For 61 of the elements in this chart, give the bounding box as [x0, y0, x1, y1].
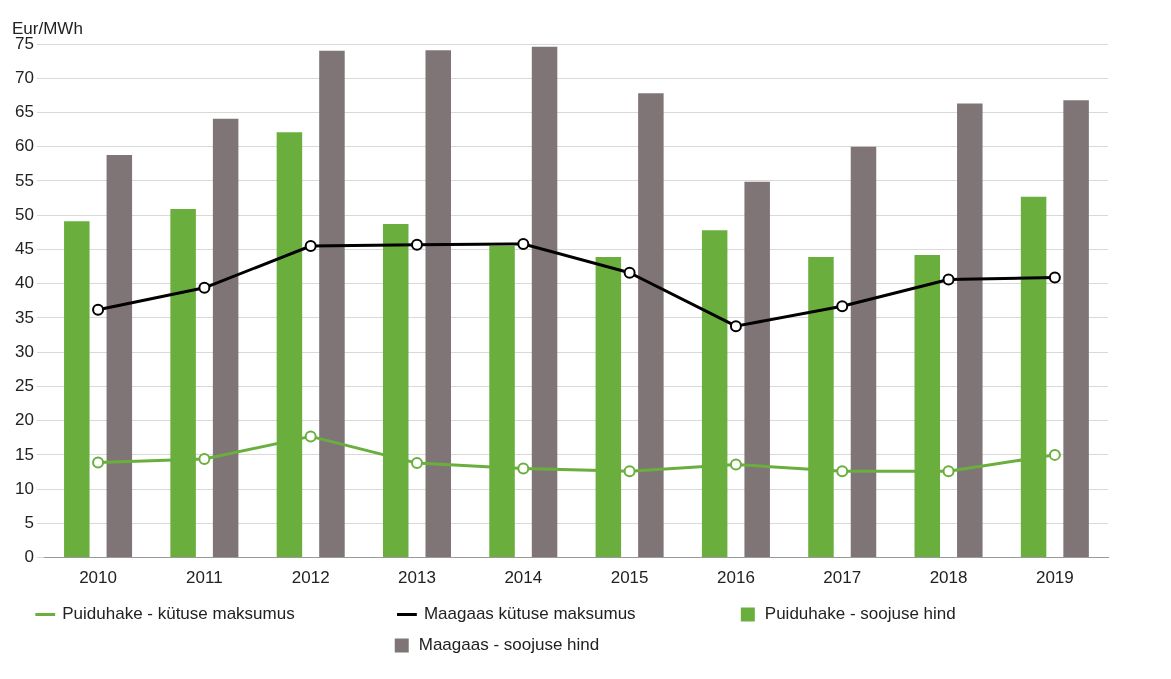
point: [198, 452, 211, 465]
bar: [531, 46, 558, 558]
bar: [64, 221, 90, 558]
point: [836, 465, 849, 478]
x-tick-label: 2012: [291, 568, 330, 588]
point: [410, 238, 423, 251]
y-tick-label: 50: [14, 204, 34, 224]
y-tick-label: 30: [14, 341, 34, 361]
y-tick-label: 75: [14, 33, 34, 53]
bar: [744, 181, 770, 558]
point: [410, 457, 423, 470]
y-tick-label: 70: [14, 67, 34, 87]
bar: [957, 103, 983, 558]
point: [942, 273, 955, 286]
bar: [319, 50, 345, 558]
legend-label: Puiduhake - kütuse maksumus: [62, 604, 385, 624]
y-tick-label: 60: [14, 136, 34, 156]
point: [942, 465, 955, 478]
x-tick-label: 2011: [186, 568, 223, 588]
x-tick-label: 2018: [929, 568, 968, 588]
bar: [106, 154, 133, 558]
point: [92, 456, 105, 469]
x-tick-label: 2010: [79, 568, 117, 588]
point: [623, 465, 636, 478]
point: [729, 320, 742, 333]
point: [729, 458, 742, 471]
x-tick-label: 2017: [823, 568, 862, 588]
x-tick-label: 2019: [1035, 568, 1074, 588]
y-tick-label: 10: [14, 478, 34, 498]
y-tick-label: 20: [14, 410, 34, 430]
y-tick-label: 0: [24, 547, 34, 567]
point: [304, 240, 317, 253]
y-tick-label: 5: [24, 513, 34, 533]
y-tick-label: 15: [14, 444, 34, 464]
point: [517, 462, 530, 475]
point: [1048, 448, 1061, 461]
bar: [212, 118, 239, 558]
y-tick-label: 40: [14, 273, 34, 293]
bar: [1063, 100, 1089, 558]
bar: [425, 50, 452, 558]
point: [1048, 271, 1061, 284]
x-tick-label: 2014: [504, 568, 543, 588]
y-tick-label: 25: [14, 376, 34, 396]
legend-label: Maagaas kütuse maksumus: [423, 604, 726, 624]
point: [517, 237, 530, 250]
x-tick-label: 2015: [610, 568, 649, 588]
y-tick-label: 65: [14, 102, 34, 122]
bar: [638, 93, 664, 558]
point: [623, 266, 636, 279]
y-tick-label: 55: [14, 170, 34, 190]
x-tick-label: 2013: [398, 568, 436, 588]
legend-label: Maagaas - soojuse hind: [418, 635, 727, 655]
y-tick-label: 35: [14, 307, 34, 327]
y-tick-label: 45: [14, 239, 34, 259]
bar: [850, 146, 877, 558]
point: [92, 303, 105, 316]
legend-label: Puiduhake - soojuse hind: [764, 604, 1084, 624]
point: [836, 300, 849, 313]
point: [304, 430, 317, 443]
point: [198, 281, 211, 294]
x-tick-label: 2016: [717, 568, 755, 588]
